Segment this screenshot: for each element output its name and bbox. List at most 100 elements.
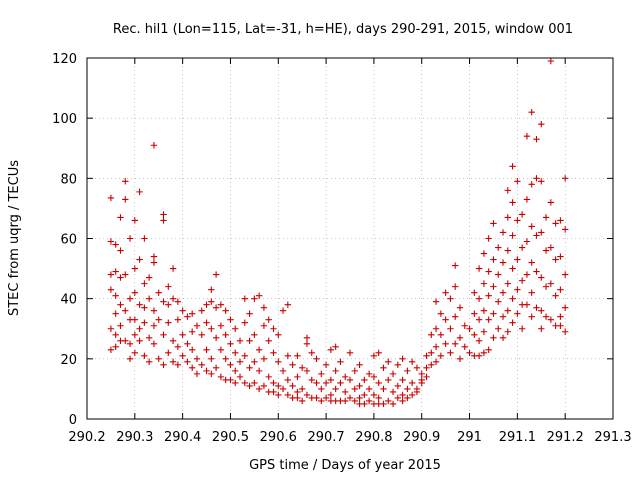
x-tick-label: 290.4 xyxy=(164,430,201,445)
data-point xyxy=(236,373,244,381)
data-point xyxy=(318,370,325,378)
data-point xyxy=(117,247,124,254)
data-point xyxy=(275,358,282,366)
data-point xyxy=(547,57,555,65)
data-point xyxy=(284,376,292,384)
data-point xyxy=(351,385,358,393)
data-point xyxy=(514,310,521,317)
data-point xyxy=(557,313,564,320)
data-point xyxy=(241,352,248,360)
data-point xyxy=(404,394,411,402)
data-point xyxy=(232,367,239,375)
data-point xyxy=(327,391,335,399)
data-point xyxy=(342,397,349,405)
data-point xyxy=(313,379,320,387)
data-point xyxy=(514,178,521,185)
data-point xyxy=(561,226,569,233)
data-point xyxy=(246,382,253,390)
data-point xyxy=(423,352,430,360)
data-point xyxy=(112,292,119,299)
data-point xyxy=(298,364,306,372)
data-point xyxy=(495,298,502,305)
data-point xyxy=(480,250,488,257)
y-axis-label: STEC from uqrg / TECUs xyxy=(7,160,22,316)
data-point xyxy=(141,304,148,311)
data-point xyxy=(136,301,143,308)
data-point xyxy=(141,235,148,242)
x-tick-label: 290.8 xyxy=(355,430,392,445)
data-point xyxy=(279,385,287,393)
data-point xyxy=(557,286,564,293)
data-point xyxy=(542,313,550,320)
data-point xyxy=(217,301,225,308)
data-point xyxy=(518,211,526,218)
data-point xyxy=(332,385,339,393)
data-point xyxy=(504,187,511,194)
data-point xyxy=(145,295,153,302)
data-point xyxy=(432,358,440,366)
data-point xyxy=(408,391,416,399)
data-point xyxy=(533,232,540,239)
data-point xyxy=(542,214,550,221)
data-point xyxy=(289,361,296,369)
data-point xyxy=(552,256,559,263)
data-point xyxy=(346,349,354,357)
data-point xyxy=(528,108,535,116)
data-point xyxy=(313,355,320,363)
data-point xyxy=(471,289,478,296)
data-point xyxy=(370,373,378,381)
data-point xyxy=(150,259,158,266)
data-point xyxy=(485,292,492,299)
data-point xyxy=(136,256,143,263)
x-tick-labels: 290.2 290.3 290.4 290.5 290.6 290.7 290.8 290.9… xyxy=(68,430,631,445)
data-point xyxy=(538,120,545,128)
data-point xyxy=(251,295,258,302)
data-point xyxy=(160,298,167,305)
x-tick-label: 291.1 xyxy=(499,430,536,445)
data-point xyxy=(342,373,349,381)
y-tick-label: 20 xyxy=(60,353,77,368)
data-point xyxy=(198,361,205,369)
data-point xyxy=(389,388,397,396)
data-point xyxy=(208,298,215,305)
data-point xyxy=(160,211,167,218)
data-point xyxy=(107,194,115,202)
data-points xyxy=(107,57,569,408)
data-point xyxy=(303,391,311,399)
data-point xyxy=(480,307,488,314)
data-point xyxy=(318,385,325,393)
data-point xyxy=(208,325,215,332)
data-point xyxy=(107,346,115,354)
data-point xyxy=(117,274,124,281)
data-point xyxy=(122,178,129,185)
data-point xyxy=(346,376,354,384)
data-point xyxy=(165,349,172,357)
data-point xyxy=(169,337,177,344)
data-point xyxy=(523,238,531,245)
data-point xyxy=(495,244,502,251)
data-point xyxy=(380,385,387,393)
y-tick-label: 0 xyxy=(69,413,77,428)
data-point xyxy=(227,316,234,323)
data-point xyxy=(523,196,531,203)
data-point xyxy=(150,253,158,260)
data-point xyxy=(399,397,406,405)
data-point xyxy=(136,325,143,332)
data-point xyxy=(365,370,373,378)
data-point xyxy=(456,334,464,341)
data-point xyxy=(499,313,507,320)
data-point xyxy=(179,352,186,360)
data-point xyxy=(428,361,435,369)
data-point xyxy=(198,331,205,338)
data-point xyxy=(122,307,129,314)
data-point xyxy=(145,274,153,281)
data-point xyxy=(351,397,358,405)
data-point xyxy=(112,343,119,350)
data-point xyxy=(447,349,454,357)
x-tick-label: 290.2 xyxy=(68,430,105,445)
data-point xyxy=(208,370,215,378)
data-point xyxy=(251,331,258,338)
data-point xyxy=(442,289,449,296)
data-point xyxy=(217,322,225,329)
